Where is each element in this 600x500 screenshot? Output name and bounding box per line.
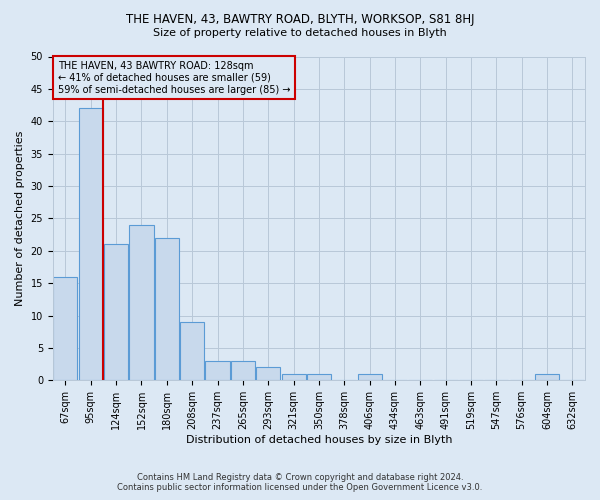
Bar	[256, 368, 280, 380]
Bar	[155, 238, 179, 380]
Bar	[281, 374, 305, 380]
Text: THE HAVEN, 43 BAWTRY ROAD: 128sqm
← 41% of detached houses are smaller (59)
59% : THE HAVEN, 43 BAWTRY ROAD: 128sqm ← 41% …	[58, 62, 290, 94]
Bar	[307, 374, 331, 380]
Bar	[53, 276, 77, 380]
X-axis label: Distribution of detached houses by size in Blyth: Distribution of detached houses by size …	[185, 435, 452, 445]
Text: THE HAVEN, 43, BAWTRY ROAD, BLYTH, WORKSOP, S81 8HJ: THE HAVEN, 43, BAWTRY ROAD, BLYTH, WORKS…	[126, 12, 474, 26]
Bar	[231, 361, 255, 380]
Bar	[104, 244, 128, 380]
Text: Size of property relative to detached houses in Blyth: Size of property relative to detached ho…	[153, 28, 447, 38]
Bar	[180, 322, 204, 380]
Bar	[358, 374, 382, 380]
Bar	[205, 361, 230, 380]
Bar	[79, 108, 103, 380]
Y-axis label: Number of detached properties: Number of detached properties	[15, 130, 25, 306]
Bar	[130, 225, 154, 380]
Text: Contains HM Land Registry data © Crown copyright and database right 2024.
Contai: Contains HM Land Registry data © Crown c…	[118, 473, 482, 492]
Bar	[535, 374, 559, 380]
